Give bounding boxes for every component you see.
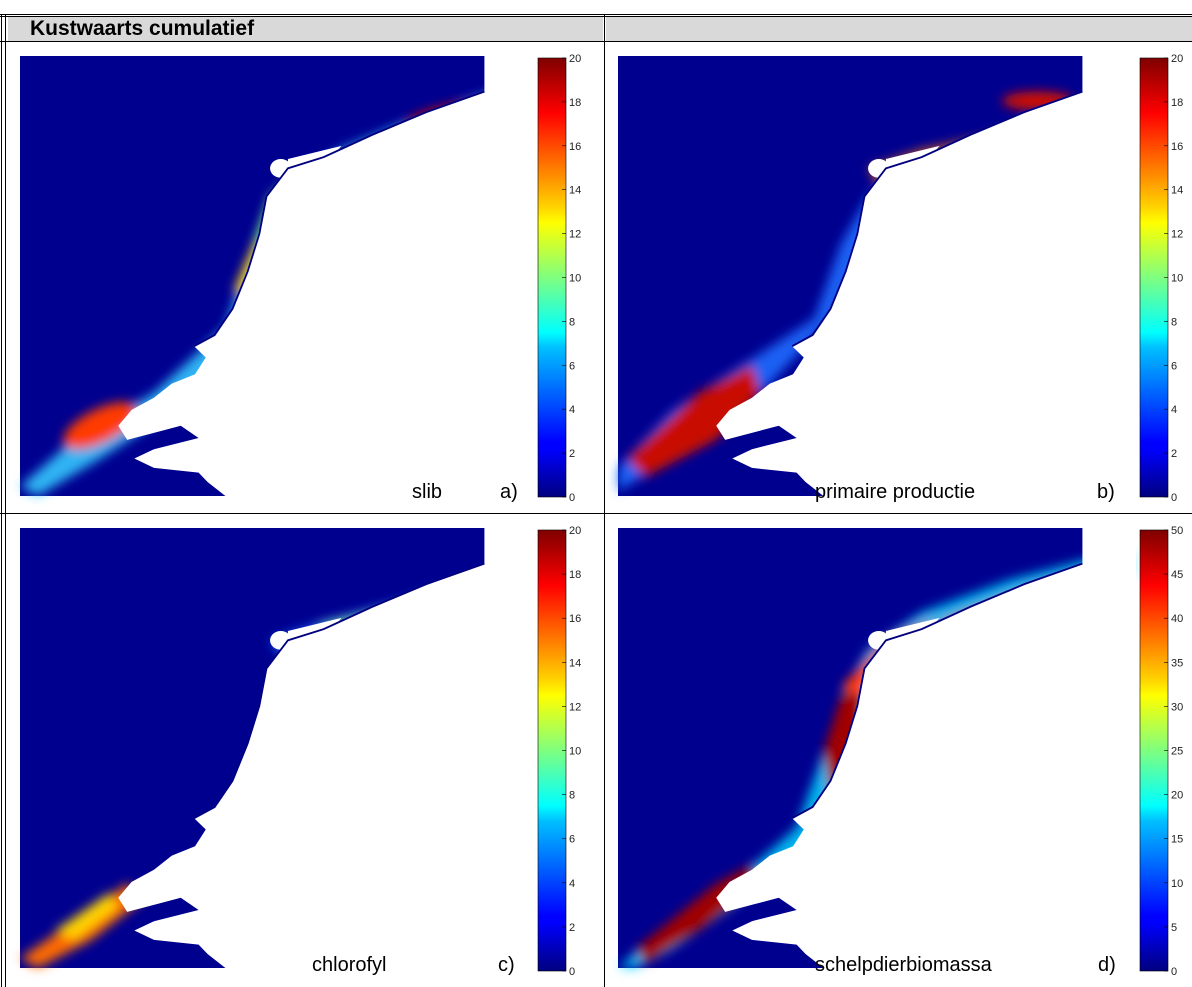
table-title: Kustwaarts cumulatief <box>30 17 255 40</box>
panel-b-name: primaire productie <box>815 481 976 503</box>
panel-c-letter: c) <box>498 954 515 976</box>
colorbar-tick-label: 35 <box>1171 657 1183 669</box>
panel-a: 20 18 16 14 12 10 8 6 4 2 0 <box>10 46 590 511</box>
colorbar-tick-label: 16 <box>1171 141 1183 153</box>
table-border-top-inner <box>0 16 1192 17</box>
colorbar-tick-label: 50 <box>1171 525 1183 537</box>
colorbar-tick-label: 16 <box>569 141 581 153</box>
colorbar-tick-label: 0 <box>1171 492 1177 504</box>
colorbar-gradient <box>537 57 567 498</box>
colorbar-tick-label: 18 <box>569 569 581 581</box>
colorbar-tick-label: 12 <box>1171 229 1183 241</box>
panel-a-name: slib <box>412 481 443 503</box>
colorbar-tick-label: 6 <box>569 834 575 846</box>
colorbar-tick-label: 4 <box>569 878 575 890</box>
map-c <box>20 528 538 968</box>
table-border-header <box>0 41 1192 42</box>
colorbar-tick-label: 12 <box>569 701 581 713</box>
coastline <box>193 562 485 820</box>
panel-a-letter: a) <box>500 481 518 503</box>
colorbar-tick-label: 20 <box>1171 790 1183 802</box>
colorbar-tick-label: 18 <box>1171 97 1183 109</box>
island <box>270 630 292 650</box>
colorbar-tick-label: 4 <box>1171 404 1177 416</box>
map-d <box>618 528 1136 968</box>
panel-c: 20 18 16 14 12 10 8 6 4 2 0 <box>10 518 590 985</box>
table-border-center <box>604 14 605 987</box>
colorbar-tick-label: 14 <box>569 657 581 669</box>
colorbar-tick-label: 20 <box>569 525 581 537</box>
colorbar-tick-label: 12 <box>569 229 581 241</box>
panel-d: 50 45 40 35 30 25 20 15 10 5 0 <box>608 518 1192 985</box>
colorbar-tick-label: 20 <box>569 53 581 65</box>
colorbar-tick-label: 25 <box>1171 746 1183 758</box>
colorbar-gradient <box>1139 57 1169 498</box>
colorbar-tick-label: 10 <box>569 746 581 758</box>
panel-d-letter: d) <box>1098 954 1116 976</box>
panel-b-letter: b) <box>1097 481 1115 503</box>
colorbar-tick-label: 20 <box>1171 53 1183 65</box>
coastline <box>791 90 1083 348</box>
island <box>868 158 890 178</box>
header-right-cell <box>606 16 1192 41</box>
colorbar-tick-label: 4 <box>569 404 575 416</box>
colorbar-tick-label: 2 <box>569 448 575 460</box>
island <box>868 630 890 650</box>
panel-c-name: chlorofyl <box>312 954 387 976</box>
land-area <box>716 56 1136 496</box>
panel-b: 20 18 16 14 12 10 8 6 4 2 0 <box>608 46 1192 511</box>
colorbar-tick-label: 15 <box>1171 834 1183 846</box>
colorbar-tick-label: 10 <box>1171 273 1183 285</box>
table-border-middle <box>0 513 1192 514</box>
colorbar-tick-label: 45 <box>1171 569 1183 581</box>
colorbar-tick-label: 10 <box>569 273 581 285</box>
colorbar-tick-label: 8 <box>569 790 575 802</box>
table-border-left <box>1 14 2 987</box>
colorbar-tick-label: 8 <box>1171 316 1177 328</box>
colorbar-tick-label: 6 <box>1171 360 1177 372</box>
land-area <box>118 528 538 968</box>
colorbar-tick-label: 0 <box>569 966 575 978</box>
colorbar-tick-label: 2 <box>569 922 575 934</box>
colorbar-tick-label: 6 <box>569 360 575 372</box>
land-area <box>716 528 1136 968</box>
colorbar-tick-label: 8 <box>569 316 575 328</box>
colorbar-tick-label: 0 <box>569 492 575 504</box>
colorbar-tick-label: 5 <box>1171 922 1177 934</box>
map-b <box>618 56 1136 496</box>
colorbar-tick-label: 40 <box>1171 613 1183 625</box>
colorbar-tick-label: 10 <box>1171 878 1183 890</box>
colorbar-tick-label: 30 <box>1171 701 1183 713</box>
colorbar-gradient <box>1139 529 1169 972</box>
colorbar-tick-label: 14 <box>569 185 581 197</box>
colorbar-tick-label: 18 <box>569 97 581 109</box>
map-a <box>20 56 538 496</box>
table-border-left-inner <box>5 14 6 987</box>
panel-d-name: schelpdierbiomassa <box>815 954 992 976</box>
table-border-top <box>0 14 1192 15</box>
land-area <box>118 56 538 496</box>
header-left-cell: Kustwaarts cumulatief <box>8 16 603 41</box>
colorbar-gradient <box>537 529 567 972</box>
colorbar-tick-label: 0 <box>1171 966 1177 978</box>
colorbar-tick-label: 14 <box>1171 185 1183 197</box>
coastline <box>193 90 485 348</box>
coastline <box>791 562 1083 820</box>
island <box>270 158 292 178</box>
colorbar-tick-label: 16 <box>569 613 581 625</box>
colorbar-tick-label: 2 <box>1171 448 1177 460</box>
